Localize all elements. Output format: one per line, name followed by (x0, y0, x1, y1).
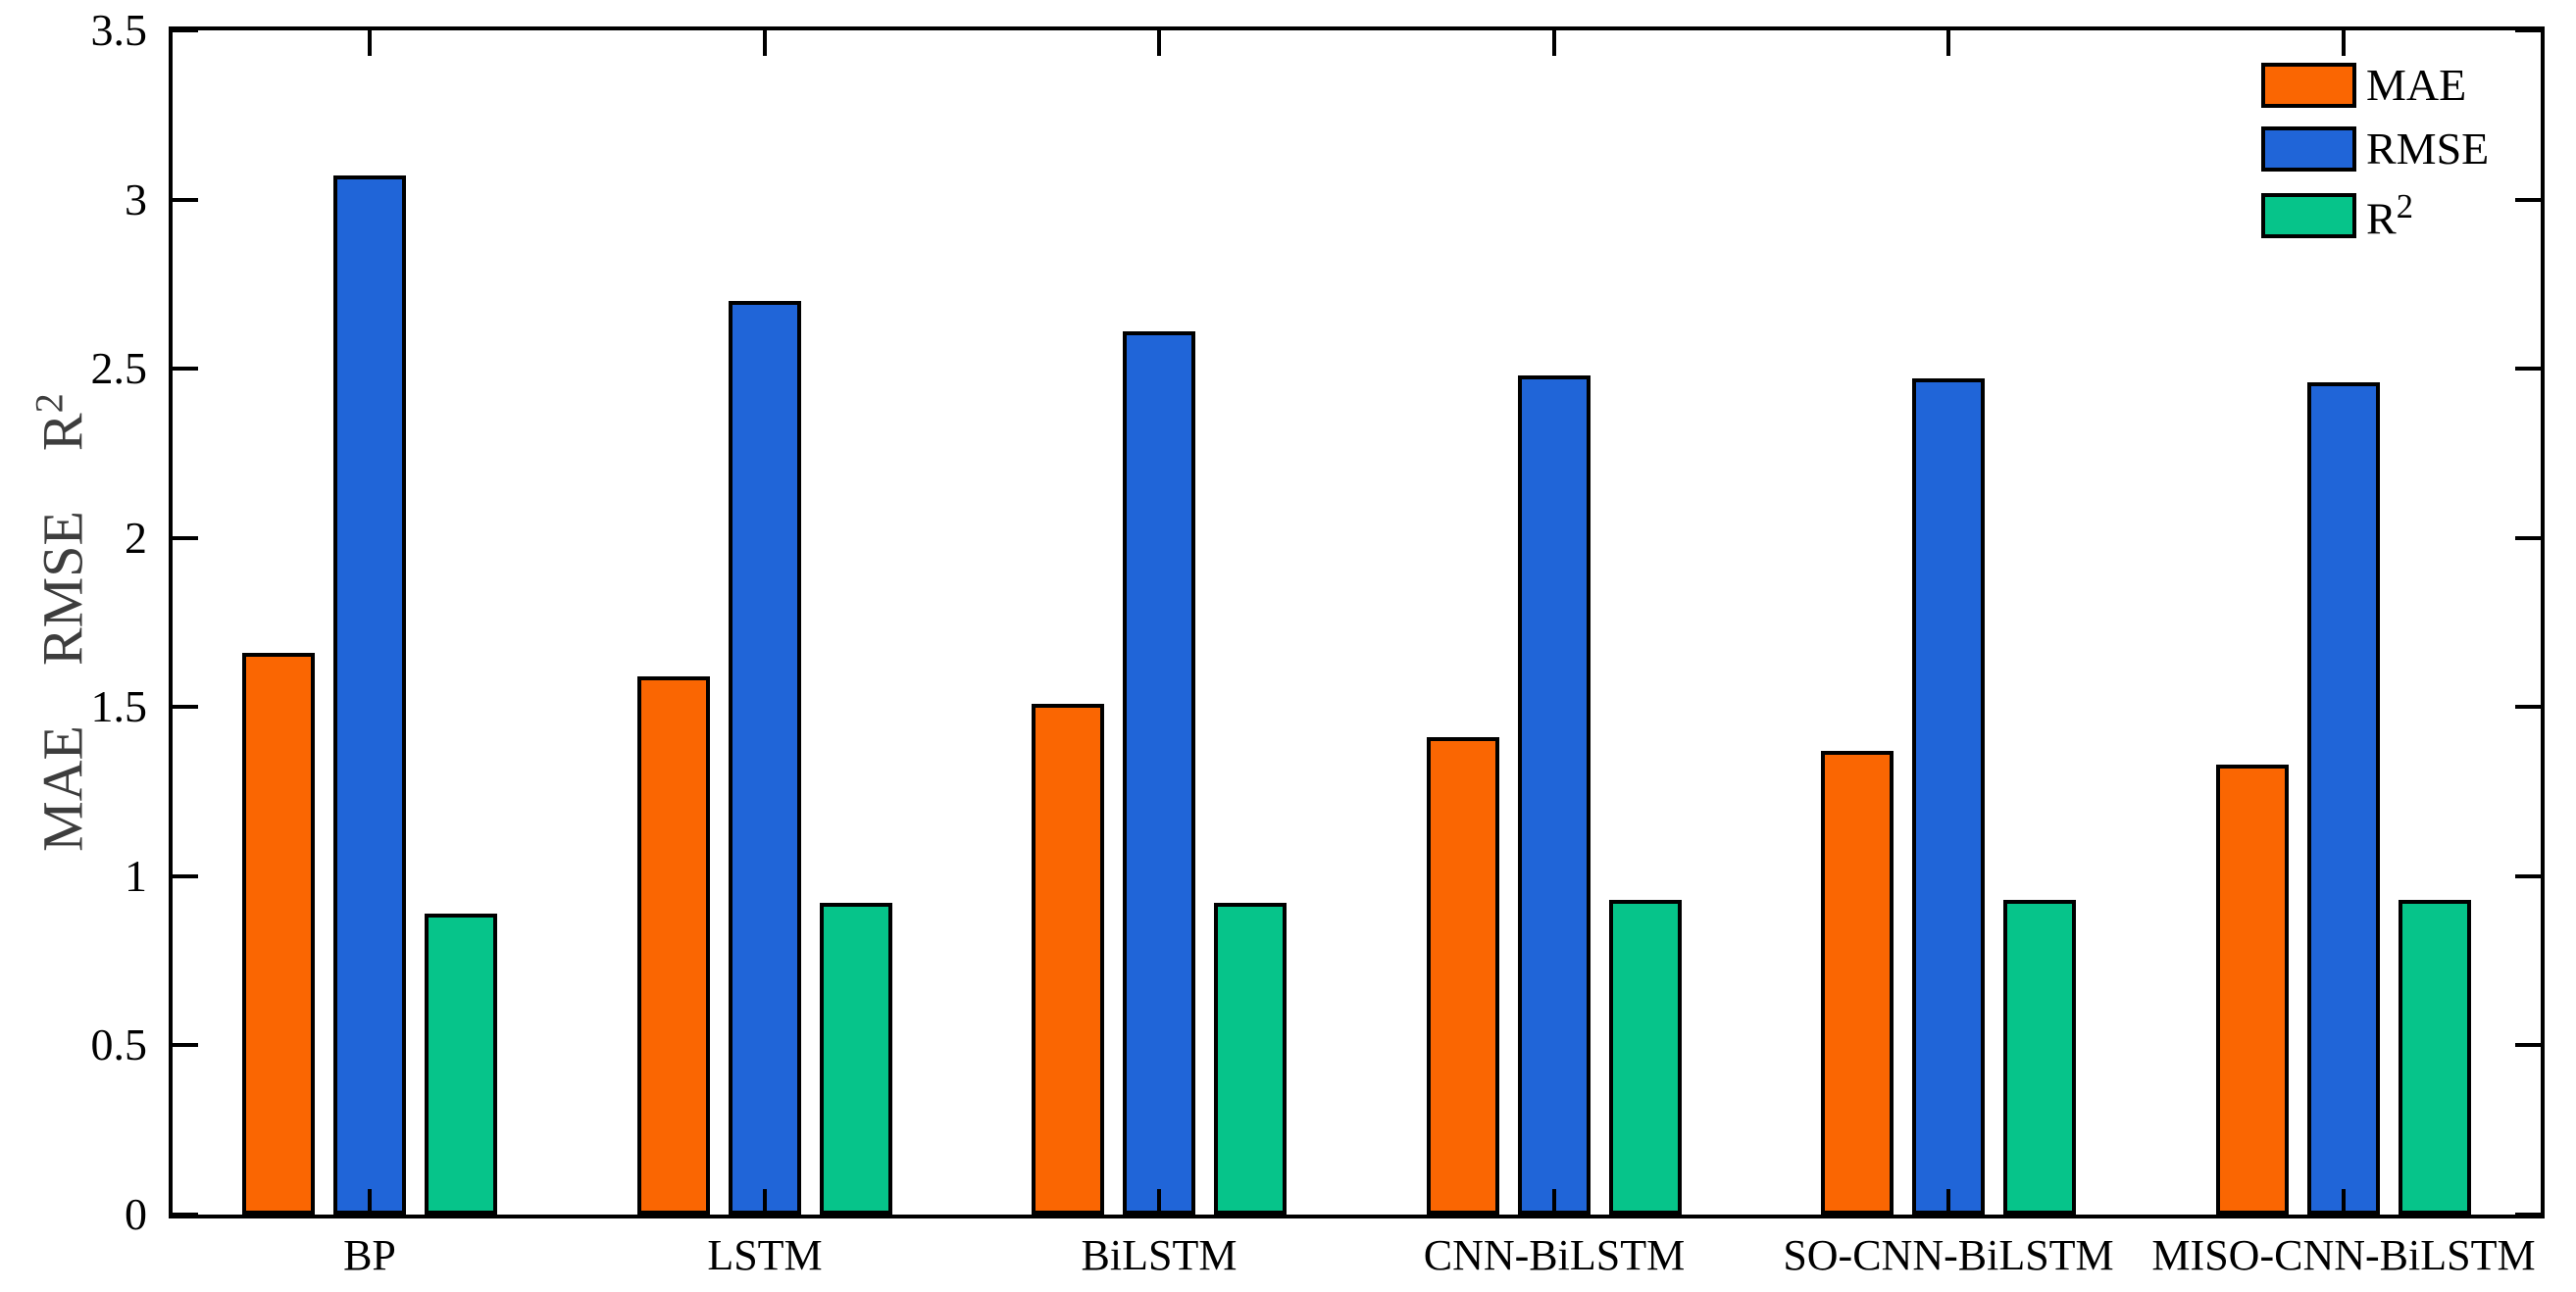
y-tick-label: 0.5 (90, 1019, 148, 1069)
x-tick-mark-top (1552, 30, 1556, 56)
y-tick-mark-right (2515, 536, 2541, 540)
x-tick-mark-bottom (2342, 1189, 2346, 1215)
legend-swatch-mae (2261, 63, 2356, 108)
y-tick-label: 0 (125, 1189, 147, 1239)
plot-area (169, 26, 2545, 1218)
legend-label-mae: MAE (2366, 60, 2467, 110)
y-tick-mark-left (173, 1213, 198, 1217)
x-tick-mark-top (1157, 30, 1161, 56)
legend-label-rmse: RMSE (2366, 124, 2490, 174)
bar-rmse-cnn-bilstm (1518, 375, 1591, 1215)
y-tick-mark-right (2515, 874, 2541, 878)
bar-mae-bilstm (1032, 704, 1104, 1215)
legend-swatch-rmse (2261, 126, 2356, 172)
y-tick-mark-left (173, 705, 198, 709)
y-tick-mark-right (2515, 1043, 2541, 1047)
bar-mae-bp (242, 653, 315, 1215)
x-category-label-lstm: LSTM (707, 1231, 823, 1279)
y-tick-mark-left (173, 367, 198, 371)
y-tick-label: 1 (125, 851, 147, 901)
bar-r2-lstm (820, 903, 892, 1215)
bar-r2-bilstm (1214, 903, 1287, 1215)
x-tick-mark-top (368, 30, 372, 56)
bar-r2-bp (425, 914, 497, 1215)
x-tick-mark-bottom (368, 1189, 372, 1215)
bar-rmse-so-cnn-bilstm (1912, 378, 1985, 1215)
legend: MAE RMSE R2 (2261, 63, 2489, 241)
bar-mae-lstm (637, 676, 710, 1215)
bar-rmse-bp (333, 175, 406, 1215)
legend-label-r2: R2 (2366, 188, 2413, 244)
y-tick-mark-left (173, 536, 198, 540)
x-tick-mark-top (1946, 30, 1950, 56)
y-tick-label: 3 (125, 174, 147, 224)
bar-mae-cnn-bilstm (1427, 737, 1499, 1215)
y-tick-mark-right (2515, 1213, 2541, 1217)
x-category-label-cnn-bilstm: CNN-BiLSTM (1423, 1231, 1686, 1279)
y-tick-mark-right (2515, 367, 2541, 371)
y-axis-label-text: MAE RMSE R (30, 413, 95, 852)
x-category-label-bp: BP (343, 1231, 396, 1279)
y-tick-mark-right (2515, 198, 2541, 202)
x-category-label-so-cnn-bilstm: SO-CNN-BiLSTM (1783, 1231, 2114, 1279)
y-tick-mark-right (2515, 28, 2541, 32)
y-tick-mark-left (173, 1043, 198, 1047)
legend-item-r2: R2 (2261, 190, 2489, 241)
bar-rmse-miso-cnn-bilstm (2307, 382, 2380, 1215)
x-tick-mark-bottom (1552, 1189, 1556, 1215)
x-category-label-miso-cnn-bilstm: MISO-CNN-BiLSTM (2151, 1231, 2536, 1279)
x-tick-mark-bottom (763, 1189, 767, 1215)
y-tick-label: 2 (125, 513, 147, 563)
y-tick-mark-left (173, 28, 198, 32)
legend-item-rmse: RMSE (2261, 126, 2489, 172)
y-tick-mark-left (173, 198, 198, 202)
bar-r2-cnn-bilstm (1609, 900, 1682, 1215)
y-tick-label: 3.5 (90, 5, 148, 55)
x-category-label-bilstm: BiLSTM (1081, 1231, 1237, 1279)
x-tick-mark-top (2342, 30, 2346, 56)
legend-label-superscript: 2 (2396, 188, 2413, 225)
legend-swatch-r2 (2261, 193, 2356, 239)
y-tick-mark-left (173, 874, 198, 878)
x-tick-mark-bottom (1946, 1189, 1950, 1215)
bar-rmse-lstm (729, 301, 801, 1215)
y-tick-label: 1.5 (90, 681, 148, 731)
bar-r2-so-cnn-bilstm (2003, 900, 2076, 1215)
y-axis-label: MAE RMSE R2 (26, 393, 94, 852)
bar-mae-miso-cnn-bilstm (2216, 765, 2289, 1215)
x-tick-mark-bottom (1157, 1189, 1161, 1215)
y-axis-label-superscript: 2 (26, 393, 72, 414)
bar-mae-so-cnn-bilstm (1821, 751, 1894, 1215)
x-tick-mark-top (763, 30, 767, 56)
y-tick-label: 2.5 (90, 343, 148, 393)
y-tick-mark-right (2515, 705, 2541, 709)
bar-rmse-bilstm (1123, 331, 1195, 1215)
legend-item-mae: MAE (2261, 63, 2489, 108)
bar-r2-miso-cnn-bilstm (2399, 900, 2471, 1215)
